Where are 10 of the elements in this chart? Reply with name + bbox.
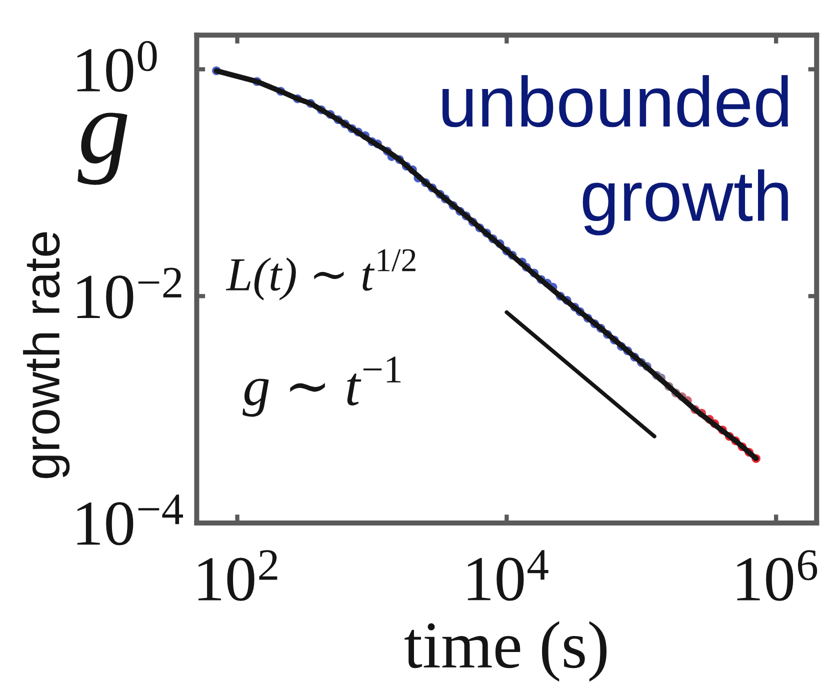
- annotation: unbounded growth: [442, 75, 788, 236]
- x-tick-label: 10$^{4}$: [468, 550, 548, 601]
- x-axis-title: time (s): [404, 621, 606, 682]
- y-tick-label: 10$^{−2}$: [77, 268, 182, 319]
- x-tick-label: 10$^{2}$: [198, 550, 278, 601]
- y-axis-title: growth rate: [23, 232, 70, 478]
- text: g: [78, 112, 128, 185]
- x-tick-label: 10$^{6}$: [737, 550, 818, 601]
- y-tick-label: 10$^{−4}$: [77, 494, 184, 546]
- y-tick-label: 10$^{0}$: [77, 40, 157, 92]
